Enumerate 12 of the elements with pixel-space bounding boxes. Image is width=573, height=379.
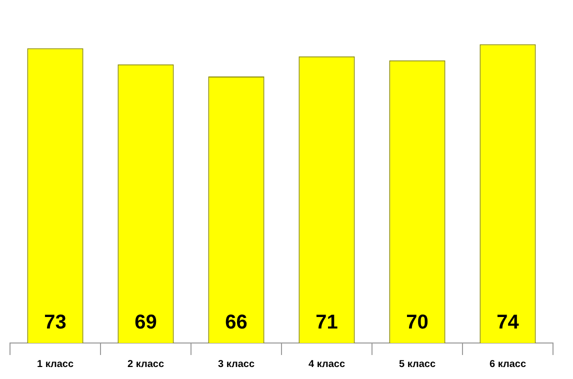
- data-label: 71: [316, 312, 338, 334]
- data-label: 74: [496, 312, 520, 334]
- x-tick-label: 2 класс: [127, 358, 164, 370]
- data-label: 66: [225, 312, 248, 334]
- x-tick-label: 4 класс: [308, 358, 346, 370]
- data-label: 73: [44, 312, 66, 334]
- data-label: 70: [406, 312, 428, 334]
- x-tick-label: 5 класс: [398, 358, 436, 370]
- x-tick-label: 3 класс: [218, 358, 255, 370]
- x-tick-label: 1 класс: [36, 358, 74, 370]
- data-label: 69: [134, 312, 157, 334]
- x-tick-label: 6 класс: [489, 358, 526, 370]
